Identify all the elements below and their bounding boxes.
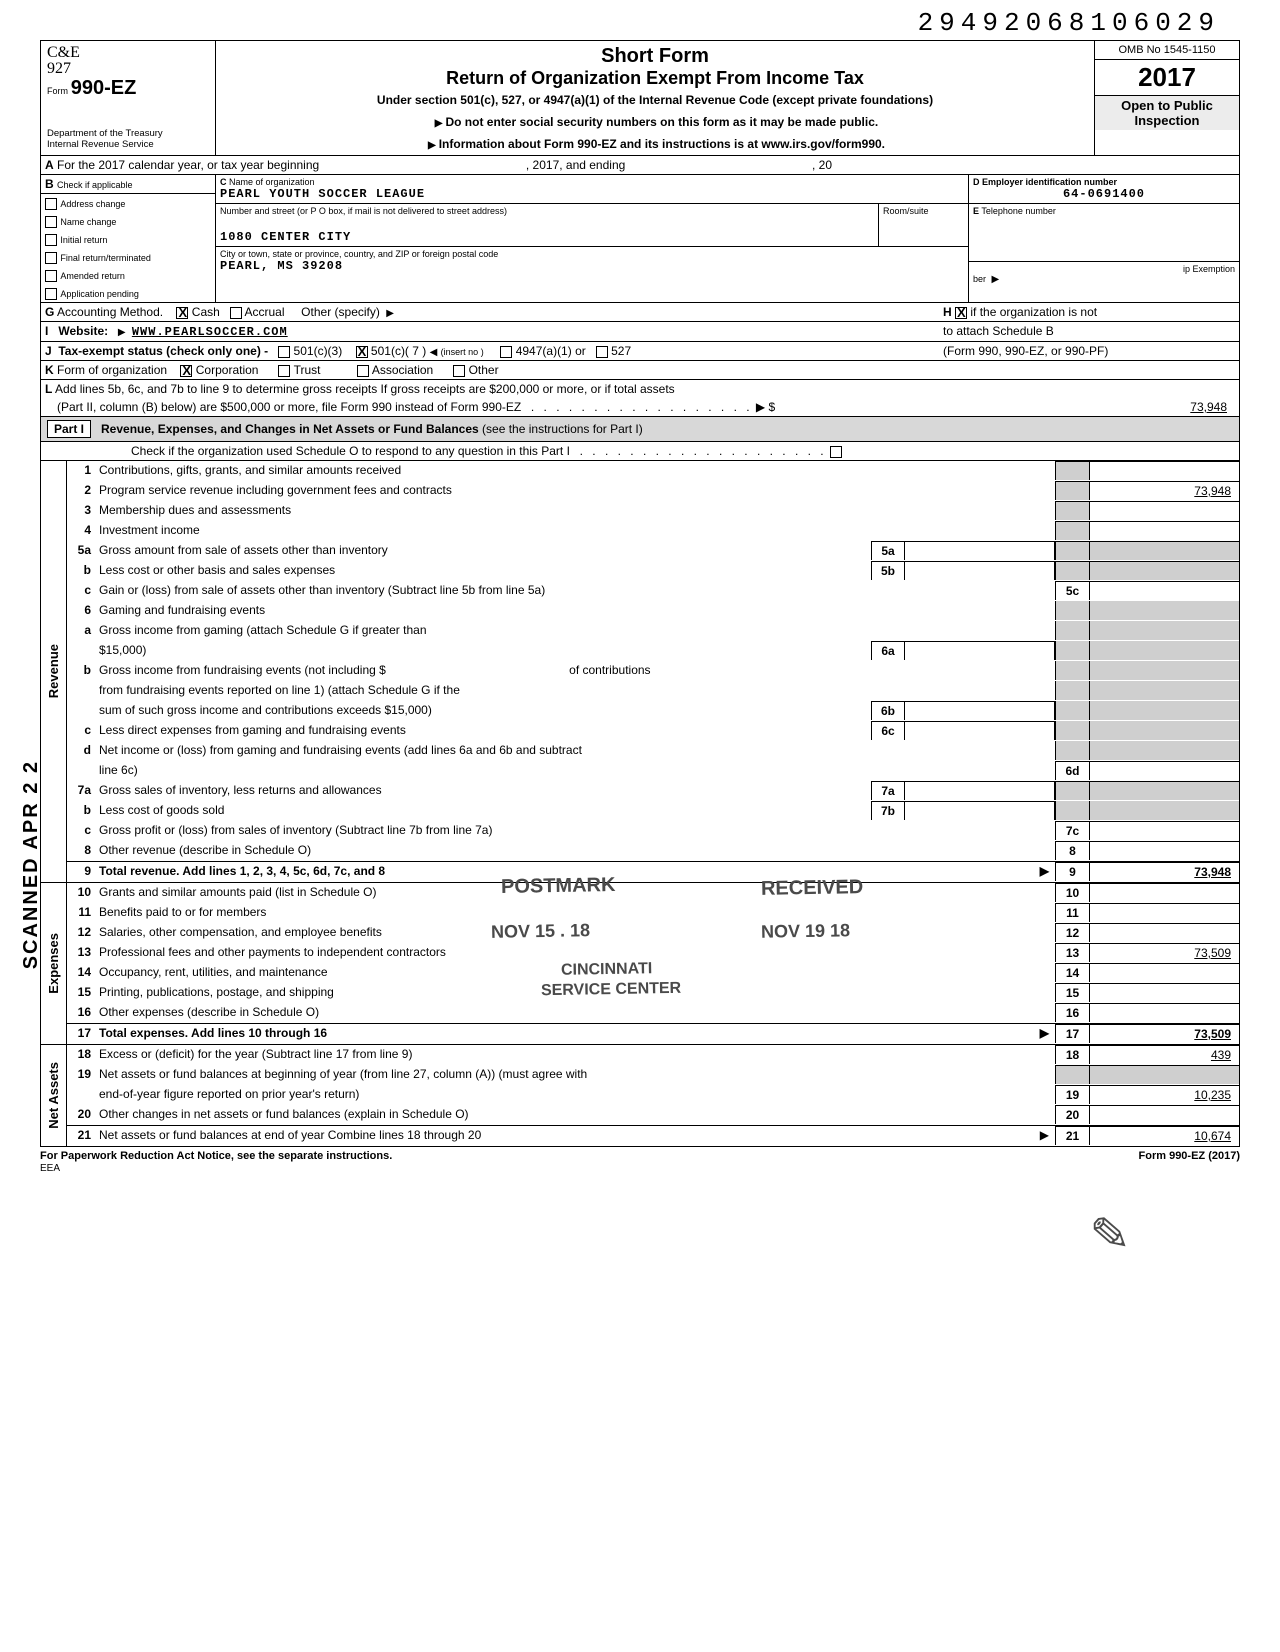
row-i-website: I Website: WWW.PEARLSOCCER.COM to attach…	[40, 322, 1240, 342]
line21-amount: 10,674	[1089, 1126, 1239, 1145]
part1-header: Part I Revenue, Expenses, and Changes in…	[40, 417, 1240, 442]
revenue-tab-label: Revenue	[46, 644, 61, 698]
net-assets-tab-label: Net Assets	[46, 1062, 61, 1129]
form-number: 990-EZ	[71, 77, 137, 99]
checkbox-cash[interactable]	[176, 307, 188, 319]
title-short-form: Short Form	[222, 45, 1088, 68]
checkbox-initial-return[interactable]	[45, 234, 57, 246]
initial-mark: ✎	[1088, 1206, 1132, 1265]
footer: For Paperwork Reduction Act Notice, see …	[40, 1147, 1240, 1177]
checkbox-amended-return[interactable]	[45, 270, 57, 282]
line-l-amount: 73,948	[1085, 400, 1235, 414]
checkbox-name-change[interactable]	[45, 216, 57, 228]
net-assets-section: Net Assets 18Excess or (deficit) for the…	[40, 1045, 1240, 1147]
checkbox-association[interactable]	[357, 365, 369, 377]
form-header: C&E927 Form 990-EZ Department of the Tre…	[40, 40, 1240, 156]
subtitle: Under section 501(c), 527, or 4947(a)(1)…	[222, 93, 1088, 107]
checkbox-address-change[interactable]	[45, 198, 57, 210]
part1-schedule-o-check: Check if the organization used Schedule …	[40, 442, 1240, 461]
irs-label: Internal Revenue Service	[47, 139, 209, 150]
expenses-tab-label: Expenses	[46, 933, 61, 994]
checkbox-other-org[interactable]	[453, 365, 465, 377]
checkbox-501c3[interactable]	[278, 346, 290, 358]
checkbox-501c[interactable]	[356, 346, 368, 358]
info-link: Information about Form 990-EZ and its in…	[222, 137, 1088, 151]
tax-year: 2017	[1095, 60, 1239, 96]
line2-amount: 73,948	[1089, 481, 1239, 500]
expenses-section: Expenses 10Grants and similar amounts pa…	[40, 883, 1240, 1045]
signature-area: ✎	[40, 1177, 1240, 1297]
line19-amount: 10,235	[1089, 1085, 1239, 1104]
row-g-h: G Accounting Method. Cash Accrual Other …	[40, 303, 1240, 322]
website-url: WWW.PEARLSOCCER.COM	[132, 325, 288, 339]
ein: 64-0691400	[973, 187, 1235, 201]
checkbox-trust[interactable]	[278, 365, 290, 377]
row-l-gross-receipts: L Add lines 5b, 6c, and 7b to line 9 to …	[40, 380, 1240, 417]
document-id-number: 29492068106029	[918, 8, 1220, 38]
omb-number: OMB No 1545-1150	[1095, 41, 1239, 60]
org-info-block: B Check if applicable Address change Nam…	[40, 175, 1240, 303]
street-address: 1080 CENTER CITY	[220, 230, 874, 244]
row-k-form-of-org: K Form of organization Corporation Trust…	[40, 361, 1240, 380]
line9-amount: 73,948	[1089, 862, 1239, 881]
line18-amount: 439	[1089, 1045, 1239, 1064]
city-state-zip: PEARL, MS 39208	[220, 259, 964, 273]
checkbox-schedule-b[interactable]	[955, 307, 967, 319]
checkbox-schedule-o[interactable]	[830, 446, 842, 458]
row-a-tax-year: A For the 2017 calendar year, or tax yea…	[40, 156, 1240, 175]
title-return: Return of Organization Exempt From Incom…	[222, 68, 1088, 89]
checkbox-accrual[interactable]	[230, 307, 242, 319]
checkbox-527[interactable]	[596, 346, 608, 358]
line17-amount: 73,509	[1089, 1024, 1239, 1043]
row-j-tax-exempt: J Tax-exempt status (check only one) - 5…	[40, 342, 1240, 361]
line13-amount: 73,509	[1089, 943, 1239, 962]
dept-treasury: Department of the Treasury	[47, 128, 209, 139]
checkbox-4947[interactable]	[500, 346, 512, 358]
open-to-public: Open to PublicInspection	[1095, 96, 1239, 130]
revenue-section: Revenue 1Contributions, gifts, grants, a…	[40, 461, 1240, 883]
checkbox-final-return[interactable]	[45, 252, 57, 264]
checkbox-corporation[interactable]	[180, 365, 192, 377]
org-name: PEARL YOUTH SOCCER LEAGUE	[220, 187, 964, 201]
ssn-warning: Do not enter social security numbers on …	[222, 115, 1088, 129]
checkbox-application-pending[interactable]	[45, 288, 57, 300]
